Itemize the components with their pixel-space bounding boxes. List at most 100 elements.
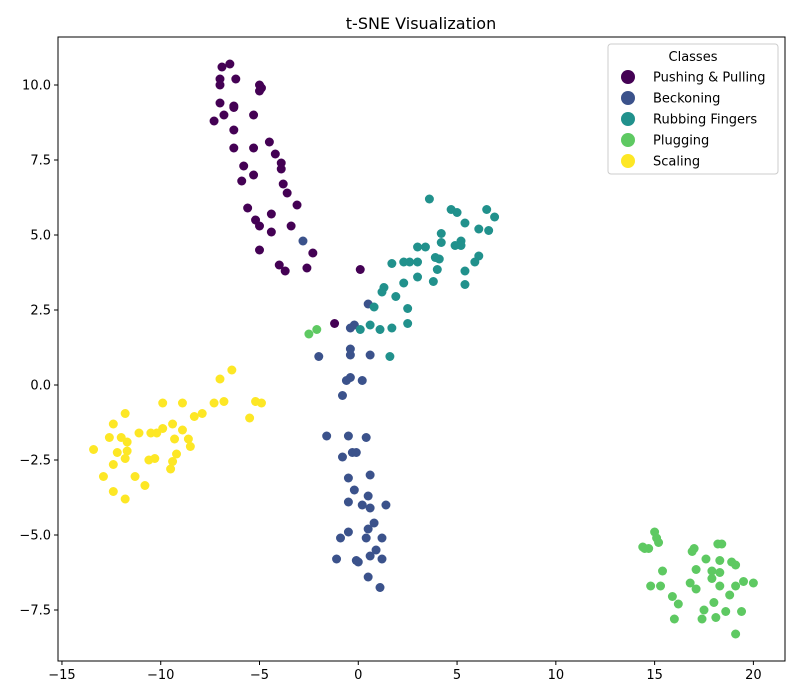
point-2-24 [460, 266, 470, 276]
x-tick-label-7: 20 [745, 668, 762, 683]
point-1-27 [363, 524, 373, 534]
point-2-20 [399, 257, 409, 267]
point-0-33 [308, 248, 318, 258]
point-0-16 [229, 143, 239, 153]
point-0-20 [239, 161, 249, 171]
y-tick-label-7: 10.0 [22, 79, 51, 94]
point-4-28 [172, 449, 182, 459]
point-1-33 [365, 551, 375, 561]
legend-marker-4 [621, 154, 635, 168]
point-2-31 [391, 292, 401, 301]
point-2-37 [387, 323, 397, 333]
point-1-37 [353, 557, 363, 567]
point-1-39 [375, 583, 385, 592]
point-3-18 [707, 566, 717, 576]
point-0-30 [255, 221, 265, 231]
point-4-0 [227, 365, 237, 375]
point-3-16 [658, 566, 668, 576]
point-4-22 [183, 434, 193, 444]
point-0-28 [266, 209, 276, 219]
point-3-31 [673, 599, 683, 609]
x-tick-label-5: 10 [548, 668, 565, 683]
y-tick-label-6: 7.5 [30, 154, 51, 169]
point-1-9 [341, 376, 351, 385]
point-2-2 [452, 208, 462, 217]
y-tick-label-2: −2.5 [19, 454, 51, 469]
point-4-19 [104, 433, 114, 442]
point-2-13 [413, 242, 423, 252]
y-tick-label-0: −7.5 [19, 604, 51, 619]
point-0-38 [355, 265, 365, 274]
point-1-30 [377, 533, 387, 543]
point-0-27 [243, 203, 253, 213]
y-axis: −7.5 −5.0 −2.5 0.0 2.5 5.0 7.5 10.0 [19, 79, 58, 619]
point-3-23 [685, 578, 695, 588]
point-4-26 [122, 446, 132, 456]
point-3-30 [725, 590, 735, 600]
point-2-28 [460, 280, 470, 289]
point-1-35 [332, 554, 342, 564]
point-1-12 [322, 431, 332, 441]
point-4-10 [245, 413, 255, 423]
point-0-39 [330, 319, 340, 328]
point-0-17 [249, 143, 259, 153]
point-0-36 [280, 266, 290, 276]
point-2-32 [369, 302, 379, 312]
point-0-15 [264, 137, 274, 147]
legend-label-3: Plugging [653, 134, 709, 149]
x-tick-label-6: 15 [646, 668, 663, 683]
point-3-0 [304, 329, 314, 339]
point-1-23 [357, 500, 367, 510]
point-1-31 [336, 533, 346, 543]
x-tick-label-0: −15 [48, 668, 75, 683]
x-tick-label-2: −5 [250, 668, 269, 683]
point-0-14 [229, 125, 239, 135]
point-4-39 [120, 494, 130, 504]
y-tick-label-4: 2.5 [30, 304, 51, 319]
point-2-14 [420, 242, 430, 252]
legend-marker-1 [621, 91, 635, 105]
point-4-25 [89, 445, 99, 454]
point-4-23 [122, 437, 132, 447]
point-3-26 [715, 581, 725, 591]
point-1-11 [337, 391, 347, 400]
legend-box [607, 43, 779, 175]
point-0-21 [276, 164, 286, 174]
point-1-28 [343, 527, 353, 537]
point-0-24 [278, 179, 288, 189]
point-0-3 [231, 74, 241, 84]
point-2-11 [450, 241, 460, 250]
point-2-22 [470, 257, 480, 267]
point-3-38 [669, 614, 679, 624]
point-3-29 [667, 592, 677, 601]
point-0-4 [215, 80, 225, 90]
point-1-5 [365, 350, 375, 360]
point-1-29 [361, 533, 371, 543]
point-3-39 [731, 629, 741, 639]
point-4-38 [108, 487, 118, 496]
plot-marks [89, 59, 758, 639]
legend-label-0: Pushing & Pulling [653, 71, 766, 86]
point-1-13 [343, 431, 353, 441]
point-1-17 [337, 452, 347, 462]
x-tick-label-4: 5 [453, 668, 461, 683]
axes-frame [57, 36, 786, 662]
point-2-3 [482, 205, 492, 214]
point-3-28 [691, 584, 701, 594]
y-tick-label-3: 0.0 [30, 379, 51, 394]
point-4-18 [146, 428, 156, 438]
point-0-18 [270, 149, 280, 159]
x-tick-label-1: −10 [147, 668, 174, 683]
point-4-33 [108, 460, 118, 469]
point-2-8 [436, 229, 446, 238]
point-3-9 [687, 547, 697, 556]
point-3-20 [707, 574, 717, 583]
point-3-34 [721, 607, 731, 616]
point-4-36 [130, 472, 140, 481]
point-4-6 [158, 398, 168, 408]
point-0-31 [286, 221, 296, 231]
point-0-13 [249, 110, 259, 120]
point-3-36 [711, 613, 721, 622]
point-4-13 [168, 419, 178, 429]
